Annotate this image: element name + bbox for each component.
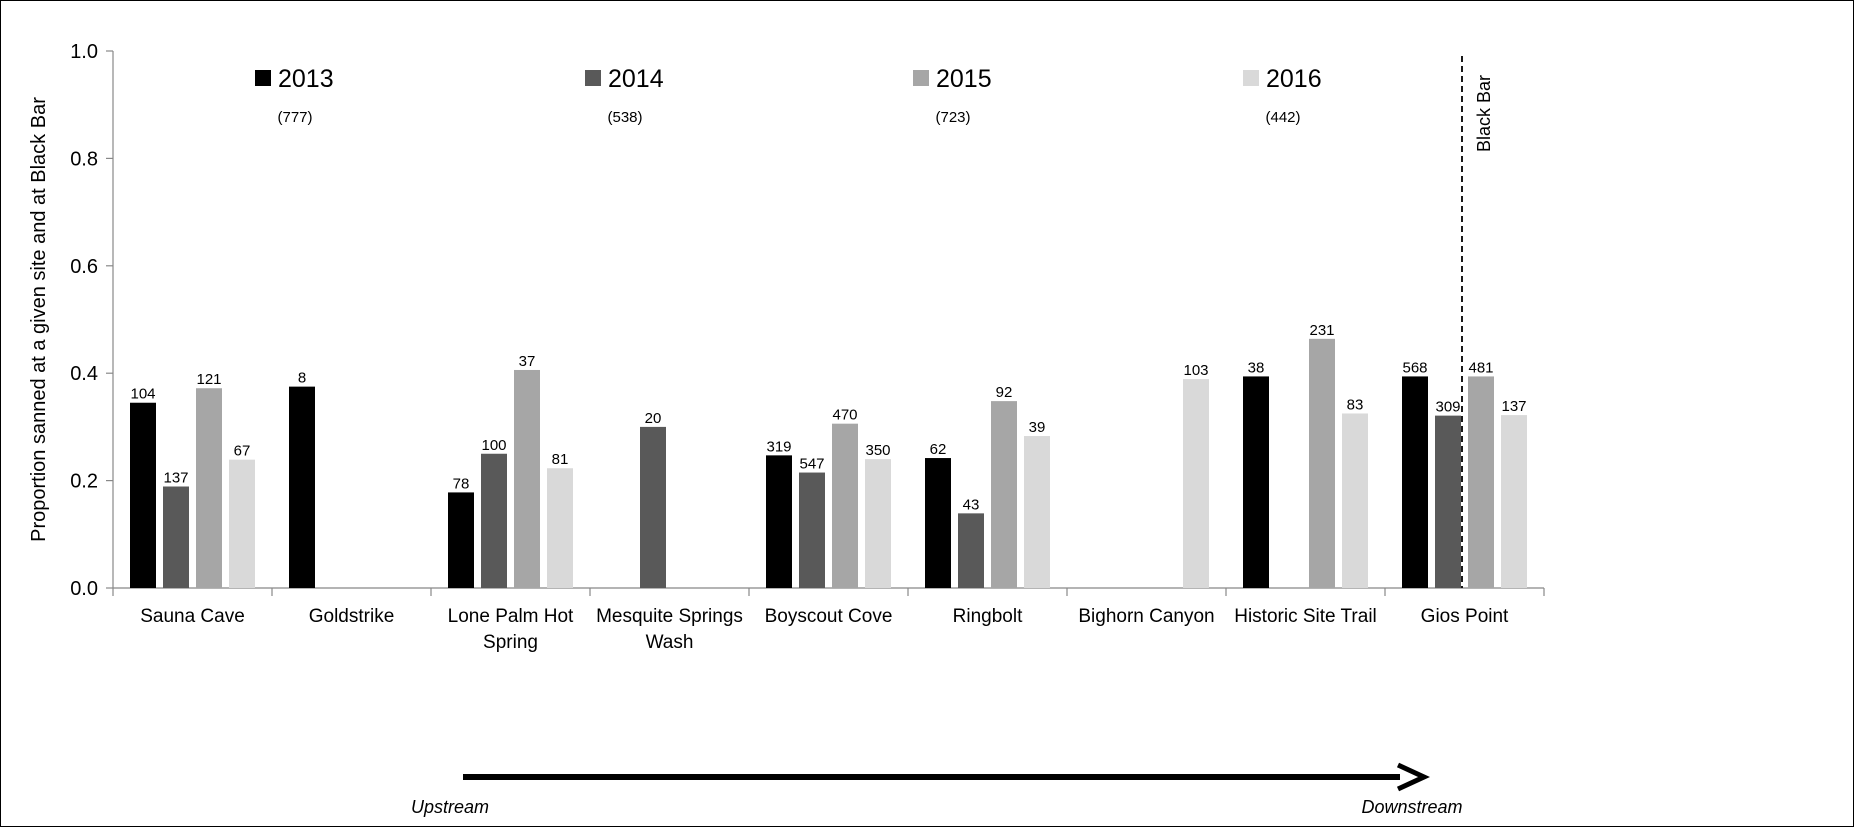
x-tick-label: Mesquite Springs xyxy=(596,606,743,627)
bar-2013 xyxy=(289,386,315,588)
legend-swatch-2016 xyxy=(1243,70,1259,86)
legend-total: (723) xyxy=(935,109,970,126)
bar-2015 xyxy=(514,369,540,588)
bar-2014 xyxy=(958,513,984,588)
legend-label: 2013 xyxy=(278,65,334,93)
bar-2015 xyxy=(832,423,858,588)
bar-2013 xyxy=(1402,376,1428,588)
x-tick-label: Wash xyxy=(646,632,694,653)
x-tick-label: Gios Point xyxy=(1421,606,1509,627)
bar-2016 xyxy=(547,468,573,588)
bar-2013 xyxy=(766,455,792,588)
direction-arrow-head xyxy=(1396,762,1430,792)
data-label: 231 xyxy=(1309,322,1334,339)
data-label: 38 xyxy=(1248,359,1265,376)
data-label: 309 xyxy=(1435,399,1460,416)
data-label: 67 xyxy=(234,443,251,460)
bar-2016 xyxy=(229,459,255,588)
data-label: 121 xyxy=(196,371,221,388)
x-tick-label: Ringbolt xyxy=(953,606,1023,627)
data-label: 92 xyxy=(996,384,1013,401)
x-tick-label: Historic Site Trail xyxy=(1234,606,1377,627)
x-tick-label: Sauna Cave xyxy=(140,606,245,627)
bar-2013 xyxy=(925,458,951,588)
bar-2016 xyxy=(1024,436,1050,588)
x-tick-label: Bighorn Canyon xyxy=(1078,606,1214,627)
bar-2013 xyxy=(130,402,156,588)
data-label: 103 xyxy=(1183,362,1208,379)
bar-2016 xyxy=(1501,415,1527,588)
data-label: 83 xyxy=(1347,396,1364,413)
legend-label: 2016 xyxy=(1266,65,1322,93)
bar-2016 xyxy=(1342,413,1368,588)
data-label: 37 xyxy=(519,353,536,370)
legend-total: (777) xyxy=(277,109,312,126)
bar-2013 xyxy=(448,492,474,588)
bar-2014 xyxy=(481,453,507,588)
y-tick-label: 0.6 xyxy=(70,256,98,278)
bar-2014 xyxy=(640,426,666,588)
y-tick-label: 1.0 xyxy=(70,41,98,63)
data-label: 20 xyxy=(645,410,662,427)
legend-total: (538) xyxy=(607,109,642,126)
data-label: 137 xyxy=(1501,398,1526,415)
legend-swatch-2015 xyxy=(913,70,929,86)
bar-2016 xyxy=(1183,379,1209,588)
data-label: 137 xyxy=(163,470,188,487)
legend-label: 2014 xyxy=(608,65,664,93)
data-label: 78 xyxy=(453,475,470,492)
y-tick-label: 0.8 xyxy=(70,148,98,170)
legend-total: (442) xyxy=(1265,109,1300,126)
data-label: 481 xyxy=(1468,359,1493,376)
bar-2015 xyxy=(991,401,1017,588)
data-label: 39 xyxy=(1029,419,1046,436)
bar-2014 xyxy=(1435,415,1461,588)
data-label: 547 xyxy=(799,456,824,473)
bar-2015 xyxy=(1468,376,1494,588)
bar-2015 xyxy=(196,388,222,588)
legend-label: 2015 xyxy=(936,65,992,93)
bar-2014 xyxy=(163,486,189,588)
y-tick-label: 0.2 xyxy=(70,471,98,493)
data-label: 470 xyxy=(832,407,857,424)
data-label: 104 xyxy=(130,386,155,403)
data-label: 568 xyxy=(1402,359,1427,376)
y-axis-label: Proportion sanned at a given site and at… xyxy=(28,97,50,542)
data-label: 100 xyxy=(481,437,506,454)
legend-swatch-2013 xyxy=(255,70,271,86)
bar-2014 xyxy=(799,472,825,588)
data-label: 8 xyxy=(298,370,306,387)
downstream-label: Downstream xyxy=(1361,797,1462,817)
data-label: 43 xyxy=(963,496,980,513)
bar-2015 xyxy=(1309,338,1335,588)
data-label: 319 xyxy=(766,438,791,455)
divider-label: Black Bar xyxy=(1474,75,1494,152)
data-label: 62 xyxy=(930,441,947,458)
x-tick-label: Boyscout Cove xyxy=(765,606,893,627)
y-tick-label: 0.4 xyxy=(70,363,98,385)
plot-area: 0.0 0.2 0.4 0.6 0.8 1.0 Proportion sanned at a… xyxy=(28,41,1545,817)
x-tick-label: Spring xyxy=(483,632,538,653)
upstream-label: Upstream xyxy=(411,797,489,817)
y-tick-label: 0.0 xyxy=(70,578,98,600)
data-label: 350 xyxy=(865,442,890,459)
x-tick-label: Goldstrike xyxy=(309,606,395,627)
bar-2016 xyxy=(865,459,891,588)
x-tick-label: Lone Palm Hot xyxy=(448,606,574,627)
legend-swatch-2014 xyxy=(585,70,601,86)
data-label: 81 xyxy=(552,451,569,468)
bar-2013 xyxy=(1243,376,1269,588)
